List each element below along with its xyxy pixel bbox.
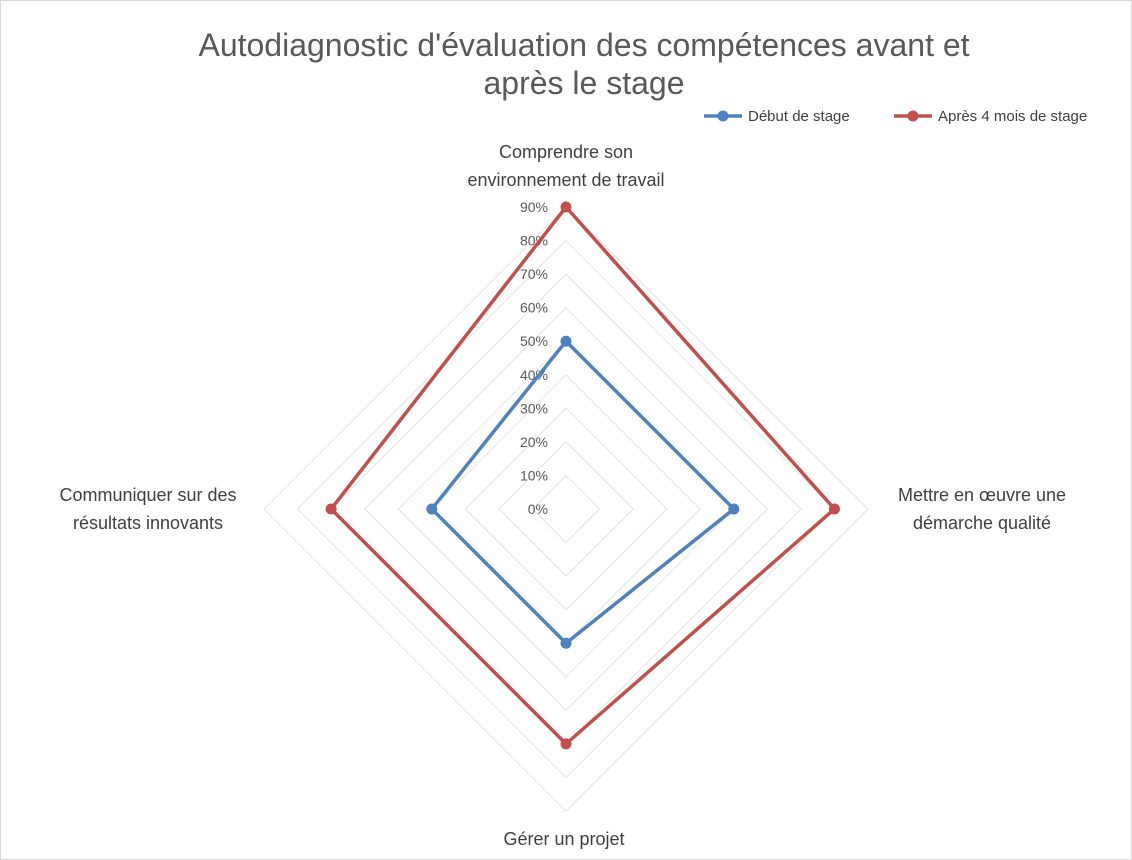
category-labels: Comprendre son environnement de travail Me…: [59, 142, 1066, 849]
legend-marker: [907, 110, 919, 122]
grid-ring: [431, 374, 701, 644]
category-label: Gérer un projet: [503, 829, 624, 849]
grid-ring: [296, 239, 836, 779]
series-layer: [325, 201, 840, 750]
radial-tick-label: 30%: [520, 400, 548, 416]
legend-label: Début de stage: [748, 108, 850, 125]
grid-ring: [363, 306, 769, 712]
category-label: Mettre en œuvre une démarche qualité: [898, 485, 1066, 533]
chart-title-line: après le stage: [483, 65, 684, 101]
grid-ring: [464, 407, 668, 611]
data-point: [426, 503, 438, 515]
radial-tick-label: 0%: [528, 501, 548, 517]
data-point: [728, 503, 740, 515]
data-point: [325, 503, 337, 515]
data-point: [560, 201, 572, 213]
radial-tick-label: 60%: [520, 300, 548, 316]
radial-tick-label: 20%: [520, 434, 548, 450]
data-point: [828, 503, 840, 515]
legend: Début de stage Après 4 mois de stage: [704, 108, 1087, 125]
radial-tick-label: 50%: [520, 333, 548, 349]
chart-title: Autodiagnostic d'évaluation des compéten…: [198, 27, 969, 101]
series-line: [328, 204, 837, 747]
radial-tick-label: 10%: [520, 467, 548, 483]
chart-title-line: Autodiagnostic d'évaluation des compéten…: [198, 27, 969, 63]
radial-tick-labels: 0%10%20%30%40%50%60%70%80%90%: [520, 199, 548, 517]
radar-grid: [263, 206, 869, 812]
data-point: [560, 637, 572, 649]
legend-item: Début de stage: [704, 108, 850, 125]
data-point: [560, 335, 572, 347]
series-group: [426, 335, 740, 649]
radial-tick-label: 70%: [520, 266, 548, 282]
radial-tick-label: 90%: [520, 199, 548, 215]
category-label: Comprendre son environnement de travail: [467, 142, 664, 190]
legend-item: Après 4 mois de stage: [894, 108, 1087, 125]
grid-ring: [263, 206, 869, 812]
legend-marker: [717, 110, 729, 122]
legend-label: Après 4 mois de stage: [938, 108, 1087, 125]
grid-ring: [531, 474, 601, 544]
series-group: [325, 201, 840, 750]
data-point: [560, 738, 572, 750]
category-label: Communiquer sur des résultats innovants: [59, 485, 236, 533]
grid-ring: [498, 441, 634, 577]
